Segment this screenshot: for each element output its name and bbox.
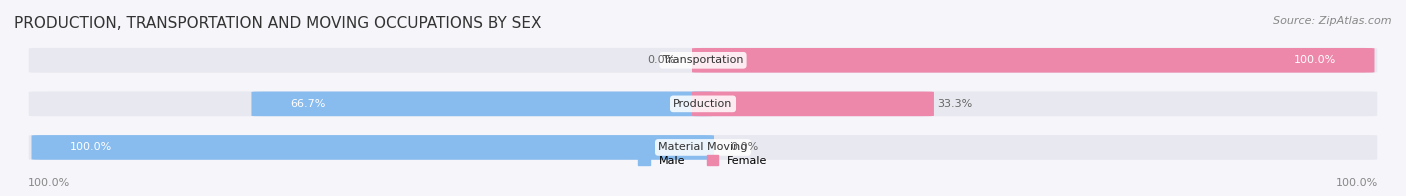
Text: PRODUCTION, TRANSPORTATION AND MOVING OCCUPATIONS BY SEX: PRODUCTION, TRANSPORTATION AND MOVING OC… <box>14 16 541 31</box>
FancyBboxPatch shape <box>28 92 1378 116</box>
Text: Transportation: Transportation <box>662 55 744 65</box>
Text: 0.0%: 0.0% <box>731 142 759 152</box>
Text: Material Moving: Material Moving <box>658 142 748 152</box>
Text: 100.0%: 100.0% <box>1294 55 1336 65</box>
Legend: Male, Female: Male, Female <box>634 151 772 170</box>
Text: 0.0%: 0.0% <box>647 55 675 65</box>
FancyBboxPatch shape <box>28 48 1378 73</box>
Text: Production: Production <box>673 99 733 109</box>
Text: Source: ZipAtlas.com: Source: ZipAtlas.com <box>1274 16 1392 26</box>
Text: 100.0%: 100.0% <box>28 178 70 188</box>
Text: 100.0%: 100.0% <box>70 142 112 152</box>
FancyBboxPatch shape <box>252 92 714 116</box>
FancyBboxPatch shape <box>692 92 934 116</box>
FancyBboxPatch shape <box>31 135 714 160</box>
Text: 100.0%: 100.0% <box>1336 178 1378 188</box>
Text: 66.7%: 66.7% <box>290 99 325 109</box>
FancyBboxPatch shape <box>692 48 1375 73</box>
Text: 33.3%: 33.3% <box>936 99 972 109</box>
FancyBboxPatch shape <box>28 135 1378 160</box>
